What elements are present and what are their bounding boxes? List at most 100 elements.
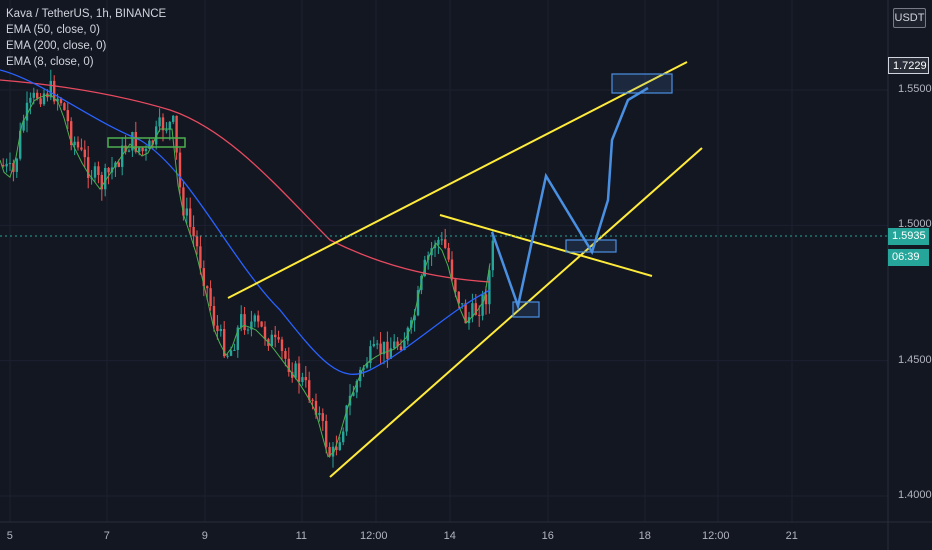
time-tick-label: 16 [541,530,554,542]
candle-body [437,239,440,245]
candle-body [440,239,443,241]
time-tick-label: 5 [6,530,13,542]
candle-body [372,344,375,347]
candle-body [172,115,175,122]
candle-body [141,147,144,152]
candle-body [335,446,338,450]
candle-body [444,239,447,248]
candle-body [236,327,239,350]
candle-body [80,147,83,150]
symbol-title[interactable]: Kava / TetherUS, 1h, BINANCE [6,8,167,20]
candle-body [202,268,205,287]
candle-body [212,306,216,326]
candle-body [226,355,229,357]
price-tick-label: 1.5000 [898,218,932,231]
currency-button[interactable]: USDT [893,8,926,28]
ema-50-label[interactable]: EMA (50, close, 0) [6,24,100,36]
candle-body [134,131,137,152]
candle-body [233,349,236,351]
candle-body [36,92,39,99]
candle-body [379,343,382,355]
price-tick-label: 1.4500 [898,353,932,366]
candle-body [53,80,56,102]
candle-body [403,340,406,351]
lower-trendline [329,147,703,478]
candle-body [70,121,73,146]
candle-body [297,363,301,382]
candle-body [318,413,321,415]
candle-body [155,126,158,145]
ema-8-line [0,94,491,458]
candle-body [250,321,253,330]
candle-body [138,147,141,152]
candle-body [107,168,110,173]
ema-200-line [0,79,491,283]
candle-body [331,446,335,457]
candle-body [287,358,290,372]
candle-body [49,80,52,98]
descending-trendline [439,214,653,277]
candle-body [447,247,450,260]
candle-body [22,120,25,131]
candle-body [294,363,297,378]
candle-body [328,447,331,457]
consolidation-box [107,137,186,148]
countdown-tag: 06:39 [888,249,929,266]
projection-path [490,86,649,311]
candle-body [219,328,222,332]
candle-body [19,130,22,159]
candle-body [464,303,467,324]
candle-body [474,303,477,315]
candle-body [260,321,263,327]
candle-body [175,115,178,153]
candle-body [223,328,226,357]
candle-body [308,380,311,400]
candle-body [362,367,365,370]
candle-body [63,103,66,111]
ema-8-label[interactable]: EMA (8, close, 0) [6,56,94,68]
candle-body [433,244,437,249]
candle-body [365,363,369,368]
candle-body [29,97,32,103]
high-target-box [611,73,673,94]
candle-body [165,129,168,131]
candle-body [161,117,165,131]
candle-body [355,381,358,393]
candle-body [59,98,63,104]
time-tick-label: 21 [785,530,798,542]
candle-body [25,102,29,121]
price-tick-label: 1.4000 [898,489,932,501]
candle-body [131,131,134,151]
candle-body [127,150,131,152]
candle-body [345,405,348,432]
candle-body [393,341,396,349]
candles [2,69,494,468]
candle-body [399,346,403,351]
candle-body [148,140,151,149]
candle-body [32,92,35,98]
candle-body [471,303,474,318]
retest-box [565,239,617,253]
candle-body [73,141,76,146]
candle-body [168,121,171,130]
candle-body [416,290,420,316]
candle-body [199,246,202,269]
grid [0,0,888,522]
upper-trendline [227,61,688,299]
candle-body [461,303,464,305]
time-tick-label: 7 [103,530,110,542]
candle-body [76,141,80,148]
candle-body [376,343,379,345]
time-tick-label: 12:00 [360,530,388,542]
chart-legend: Kava / TetherUS, 1h, BINANCE EMA (50, cl… [6,6,166,70]
candle-body [93,166,97,178]
candle-body [5,163,8,167]
candle-body [253,315,256,322]
ema-200-label[interactable]: EMA (200, close, 0) [6,40,107,52]
candle-body [304,377,307,381]
time-tick-label: 11 [295,530,308,542]
low-target-box [512,301,540,318]
candle-body [117,162,120,167]
candle-body [209,288,212,307]
